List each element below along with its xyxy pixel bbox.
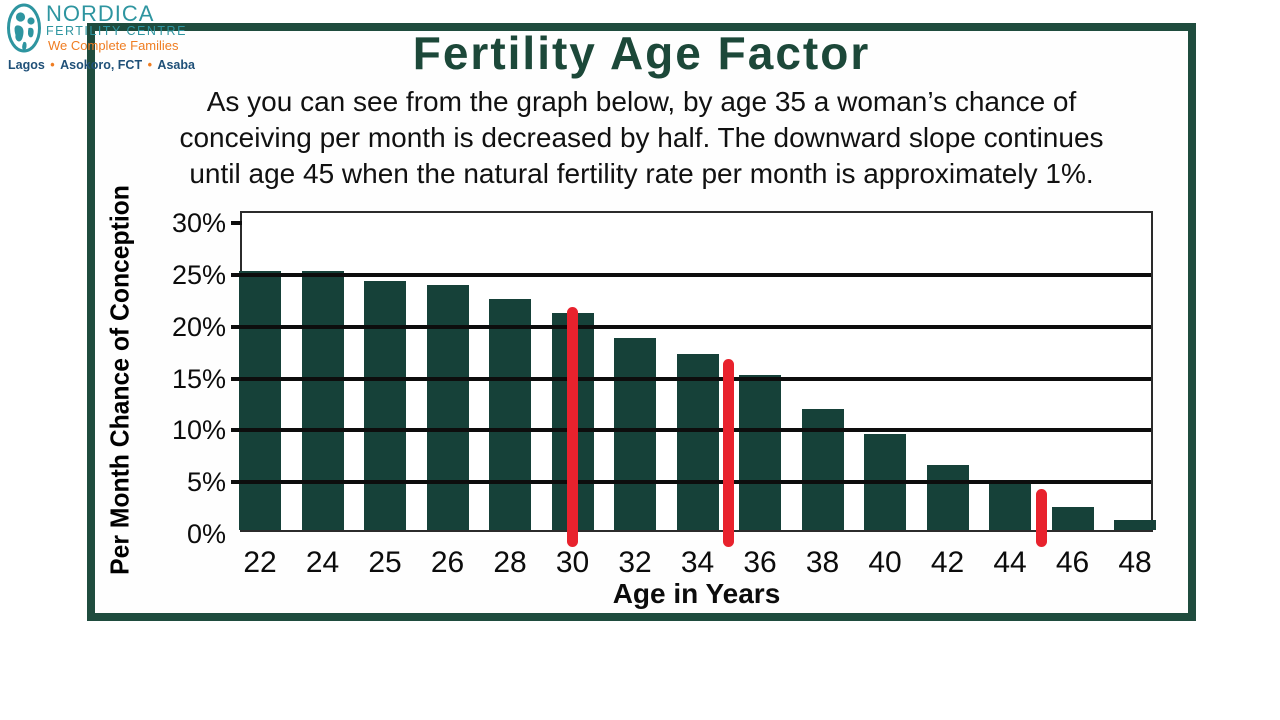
y-tick-label-0: 0% <box>186 519 226 549</box>
intro-line-2: conceiving per month is decreased by hal… <box>179 122 1104 153</box>
page-title: Fertility Age Factor <box>412 27 871 79</box>
bar-age-22 <box>239 271 281 530</box>
intro-paragraph: As you can see from the graph below, by … <box>95 84 1188 192</box>
y-tick-label-20: 20% <box>171 311 226 342</box>
y-tick-15 <box>231 376 242 381</box>
marker-age-45 <box>1035 488 1047 547</box>
logo-locations: Lagos • Asokoro, FCT • Asaba <box>8 58 195 72</box>
y-tick-10 <box>231 428 242 433</box>
x-tick-label-32: 32 <box>618 546 652 579</box>
x-tick-label-24: 24 <box>305 546 340 579</box>
bar-age-48 <box>1114 519 1156 530</box>
x-tick-label-34: 34 <box>680 546 715 579</box>
x-tick-label-30: 30 <box>555 546 590 579</box>
logo-subtitle: FERTILITY CENTRE <box>46 24 187 38</box>
gridline-10 <box>242 428 1151 433</box>
bar-age-32 <box>614 338 656 530</box>
x-tick-label-28: 28 <box>493 546 527 579</box>
y-tick-label-30: 30% <box>171 208 226 239</box>
bar-age-24 <box>301 271 344 530</box>
bar-age-34 <box>676 353 719 530</box>
fertility-figures-icon <box>7 3 41 53</box>
x-tick-label-36: 36 <box>743 546 777 579</box>
plot-area: 22 24 25 26 28 30 32 34 36 38 40 42 44 46 48 0% 5% 10% 15%… <box>172 208 1156 579</box>
y-tick-30 <box>231 221 242 226</box>
gridline-15 <box>242 376 1151 381</box>
marker-age-30 <box>567 307 578 547</box>
bar-age-25 <box>364 281 406 530</box>
gridline-20 <box>242 324 1151 329</box>
y-tick-label-10: 10% <box>171 415 226 446</box>
x-tick-label-46: 46 <box>1055 546 1090 579</box>
y-tick-label-25: 25% <box>171 260 226 291</box>
x-axis-title: Age in Years <box>612 578 781 609</box>
x-tick-label-38: 38 <box>805 546 840 579</box>
gridline-25 <box>242 273 1151 278</box>
logo-name: NORDICA <box>46 1 155 26</box>
logo-tagline: We Complete Families <box>48 38 179 53</box>
intro-line-1: As you can see from the graph below, by … <box>206 86 1077 117</box>
x-tick-label-40: 40 <box>868 546 902 579</box>
x-tick-label-44: 44 <box>993 546 1027 579</box>
gridline-5 <box>242 480 1151 485</box>
marker-age-35 <box>723 359 735 547</box>
y-tick-label-15: 15% <box>171 363 226 394</box>
x-tick-label-25: 25 <box>368 546 402 579</box>
y-tick-25 <box>231 273 242 278</box>
x-tick-label-42: 42 <box>930 546 965 579</box>
bar-age-46 <box>1051 507 1094 530</box>
x-tick-label-48: 48 <box>1118 546 1152 579</box>
x-tick-label-26: 26 <box>430 546 465 579</box>
bar-age-28 <box>489 299 531 530</box>
intro-line-3: until age 45 when the natural fertility … <box>189 158 1094 189</box>
bar-age-44 <box>989 483 1031 530</box>
bar-age-38 <box>801 408 844 530</box>
y-axis-title: Per Month Chance of Conception <box>104 185 135 575</box>
bar-age-42 <box>926 464 969 530</box>
y-tick-5 <box>231 480 242 485</box>
y-tick-20 <box>231 324 242 329</box>
x-tick-label-22: 22 <box>243 546 277 579</box>
bar-age-36 <box>739 374 781 530</box>
y-tick-label-5: 5% <box>186 467 226 498</box>
bar-age-26 <box>426 284 469 530</box>
